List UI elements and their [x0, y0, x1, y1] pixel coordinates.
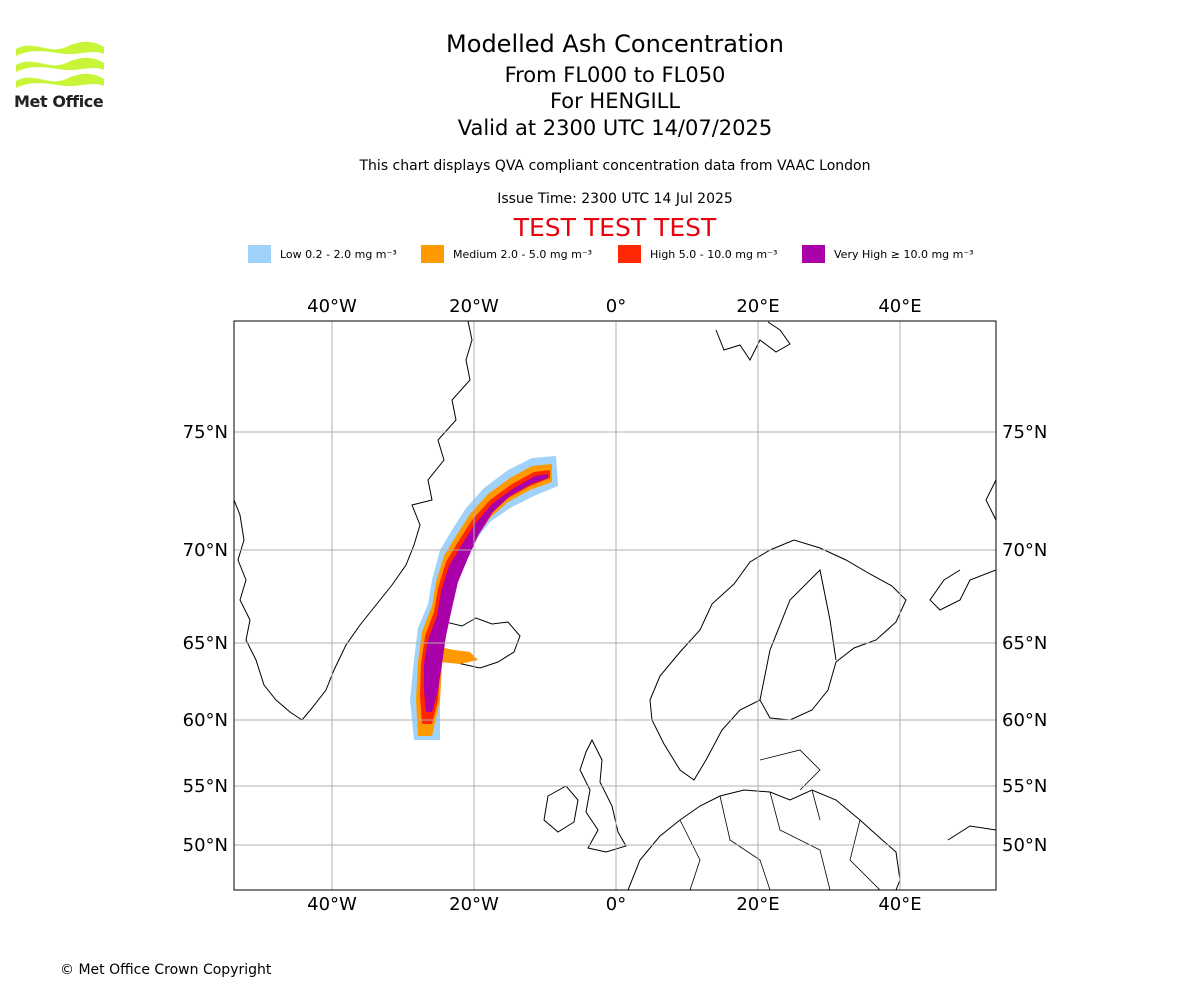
- ireland-coastline: [543, 785, 579, 833]
- lat-tick-left-50n: 50°N: [183, 835, 228, 856]
- legend-item-very-high: Very High ≥ 10.0 mg m⁻³: [802, 244, 974, 264]
- legend-swatch-low: [248, 245, 271, 263]
- scandinavia-coastline: [649, 539, 907, 781]
- copyright-notice: © Met Office Crown Copyright: [60, 962, 272, 978]
- test-banner: TEST TEST TEST: [513, 213, 717, 242]
- chart-title: Modelled Ash Concentration: [446, 30, 784, 58]
- met-office-logo-text: Met Office: [14, 92, 104, 111]
- lat-tick-right-55n: 55°N: [1002, 776, 1047, 797]
- lon-tick-top-0: 0°: [606, 296, 626, 317]
- valid-time: Valid at 2300 UTC 14/07/2025: [457, 116, 773, 140]
- legend-label-high: High 5.0 - 10.0 mg m⁻³: [650, 247, 778, 261]
- lat-tick-left-75n: 75°N: [183, 422, 228, 443]
- svalbard-coastline: [715, 321, 791, 361]
- flight-levels: From FL000 to FL050: [504, 63, 726, 87]
- lon-tick-top-20w: 20°W: [449, 296, 499, 317]
- map-frame: [233, 320, 997, 891]
- lat-tick-left-65n: 65°N: [183, 633, 228, 654]
- finland-border: [759, 568, 837, 701]
- met-office-logo-icon: [16, 41, 104, 88]
- chart-subtitle: This chart displays QVA compliant concen…: [359, 158, 871, 174]
- legend-swatch-high: [618, 245, 641, 263]
- ash-plume-medium-iceland: [434, 646, 478, 664]
- gridlines: [234, 321, 996, 890]
- legend-item-high: High 5.0 - 10.0 mg m⁻³: [618, 244, 777, 264]
- ash-plume-very-high: [424, 474, 548, 712]
- issue-time: Issue Time: 2300 UTC 14 Jul 2025: [497, 191, 733, 207]
- lat-tick-left-70n: 70°N: [183, 540, 228, 561]
- lat-tick-right-65n: 65°N: [1002, 633, 1047, 654]
- lat-tick-right-60n: 60°N: [1002, 710, 1047, 731]
- greenland-coastline: [234, 321, 473, 721]
- eastern-coastline: [929, 479, 996, 841]
- lat-tick-right-70n: 70°N: [1002, 540, 1047, 561]
- legend-swatch-very-high: [802, 245, 825, 263]
- lon-tick-bottom-20w: 20°W: [449, 894, 499, 915]
- lon-tick-top-40w: 40°W: [307, 296, 357, 317]
- great-britain-coastline: [579, 738, 627, 853]
- volcano-name: For HENGILL: [549, 89, 681, 113]
- legend-item-medium: Medium 2.0 - 5.0 mg m⁻³: [421, 244, 592, 264]
- legend-label-very-high: Very High ≥ 10.0 mg m⁻³: [834, 247, 974, 261]
- lat-tick-left-55n: 55°N: [183, 776, 228, 797]
- legend-label-low: Low 0.2 - 2.0 mg m⁻³: [280, 247, 397, 261]
- lon-tick-top-20e: 20°E: [736, 296, 779, 317]
- lon-tick-bottom-40w: 40°W: [307, 894, 357, 915]
- lon-tick-bottom-20e: 20°E: [736, 894, 779, 915]
- lon-tick-top-40e: 40°E: [878, 296, 921, 317]
- legend-item-low: Low 0.2 - 2.0 mg m⁻³: [248, 244, 397, 264]
- lon-tick-bottom-0: 0°: [606, 894, 626, 915]
- lon-tick-bottom-40e: 40°E: [878, 894, 921, 915]
- legend-label-medium: Medium 2.0 - 5.0 mg m⁻³: [453, 247, 593, 261]
- lat-tick-left-60n: 60°N: [183, 710, 228, 731]
- country-borders: [679, 749, 881, 890]
- legend-swatch-medium: [421, 245, 444, 263]
- lat-tick-right-75n: 75°N: [1002, 422, 1047, 443]
- lat-tick-right-50n: 50°N: [1002, 835, 1047, 856]
- continental-europe-coastline: [627, 789, 901, 890]
